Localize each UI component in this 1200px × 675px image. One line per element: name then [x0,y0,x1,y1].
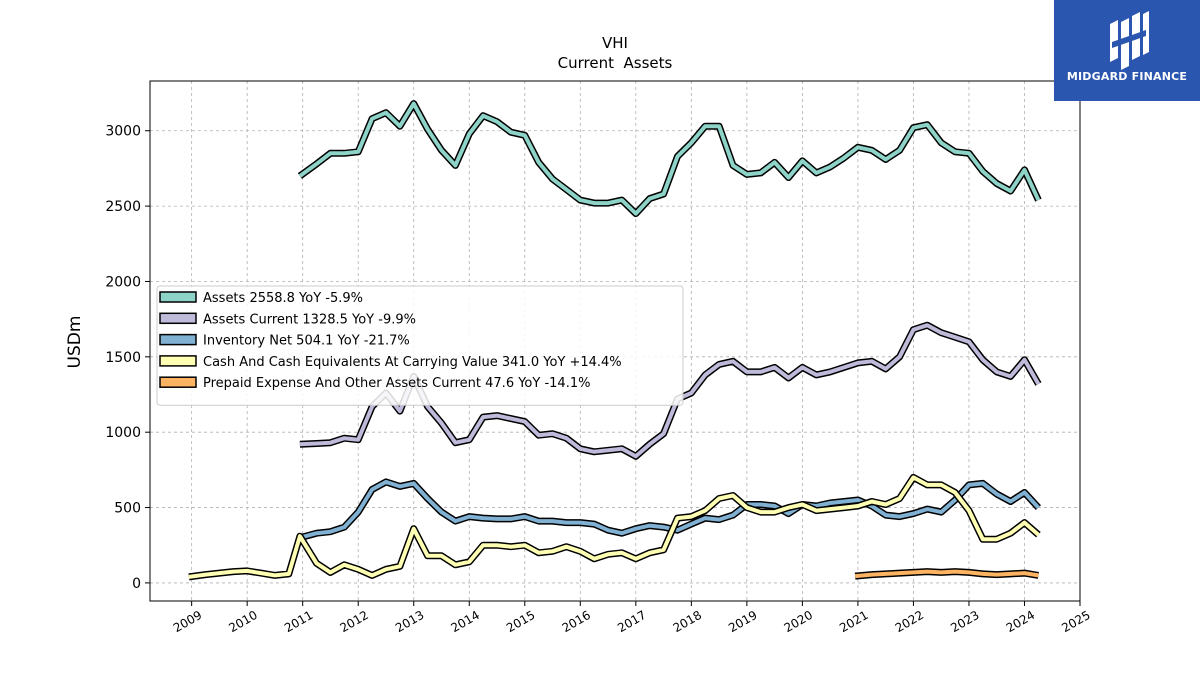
chart-title: VHI [602,34,628,52]
y-tick-label: 1500 [105,350,141,366]
legend-box [156,285,684,406]
y-tick-label: 0 [132,576,141,592]
legend-swatch [159,376,197,388]
brand-logo: MIDGARD FINANCE [1054,0,1200,101]
legend-label: Assets Current 1328.5 YoY -9.9% [203,312,416,327]
legend-label: Inventory Net 504.1 YoY -21.7% [203,334,410,349]
series-line [854,569,1039,579]
legend-swatch [159,312,197,325]
series-line [188,475,1040,579]
legend-swatch [159,355,197,367]
y-tick-label: 3000 [105,124,141,140]
legend: Assets 2558.8 YoY -5.9% Assets Current 13… [156,285,684,406]
y-tick-label: 2000 [105,274,141,290]
series-line [298,101,1041,216]
y-axis-label: USDm [65,316,85,369]
legend-swatch [159,291,197,303]
legend-swatch [159,333,197,346]
legend-label: Cash And Cash Equivalents At Carrying Va… [203,355,622,370]
y-tick-label: 2500 [105,199,141,215]
plot-frame [149,80,1081,602]
y-tick-label: 1000 [105,425,141,441]
logo-mark-icon [1110,11,1149,70]
chart-subtitle: Current Assets [558,54,673,72]
legend-label: Prepaid Expense And Other Assets Current… [203,376,590,391]
logo-text: MIDGARD FINANCE [1066,70,1188,83]
y-tick-label: 500 [114,501,141,517]
legend-label: Assets 2558.8 YoY -5.9% [203,291,363,306]
